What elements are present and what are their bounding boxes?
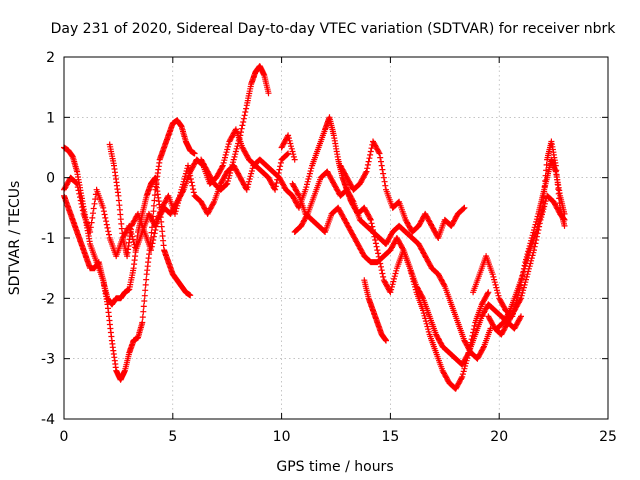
x-tick-label: 15 <box>381 429 399 445</box>
data-point-markers <box>61 117 198 383</box>
x-tick-label: 10 <box>273 429 291 445</box>
y-tick-label: -4 <box>41 412 55 428</box>
series-track-13 <box>485 192 568 338</box>
x-axis-label: GPS time / hours <box>276 459 393 475</box>
data-point-markers <box>198 63 272 193</box>
y-axis-label: SDTVAR / TECUs <box>7 181 23 296</box>
series-track-8 <box>291 168 494 362</box>
x-tick-label: 5 <box>168 429 177 445</box>
data-point-markers <box>289 180 524 368</box>
x-tick-label: 20 <box>490 429 508 445</box>
series-track-1 <box>61 117 198 383</box>
y-tick-label: -2 <box>41 291 55 307</box>
y-tick-label: 1 <box>46 110 55 126</box>
series-track-5 <box>198 63 272 193</box>
y-axis: -4 -3 -2 -1 0 1 2 <box>41 50 608 428</box>
y-tick-label: 2 <box>46 50 55 66</box>
data-point-markers <box>278 132 298 163</box>
data-point-markers <box>485 192 568 338</box>
chart-title: Day 231 of 2020, Sidereal Day-to-day VTE… <box>51 21 617 37</box>
data-point-markers <box>337 138 468 241</box>
series-track-10 <box>361 277 389 344</box>
x-tick-label: 25 <box>599 429 617 445</box>
y-tick-label: 0 <box>46 171 55 187</box>
y-tick-label: -1 <box>41 231 55 247</box>
x-axis: 0 5 10 15 20 25 <box>60 57 617 445</box>
x-tick-label: 0 <box>60 429 69 445</box>
data-points <box>61 63 568 392</box>
data-point-markers <box>361 277 389 344</box>
data-point-markers <box>291 168 494 362</box>
series-track-7 <box>289 180 524 368</box>
series-track-14 <box>278 132 298 163</box>
y-tick-label: -3 <box>41 352 55 368</box>
series-track-9 <box>337 138 468 241</box>
